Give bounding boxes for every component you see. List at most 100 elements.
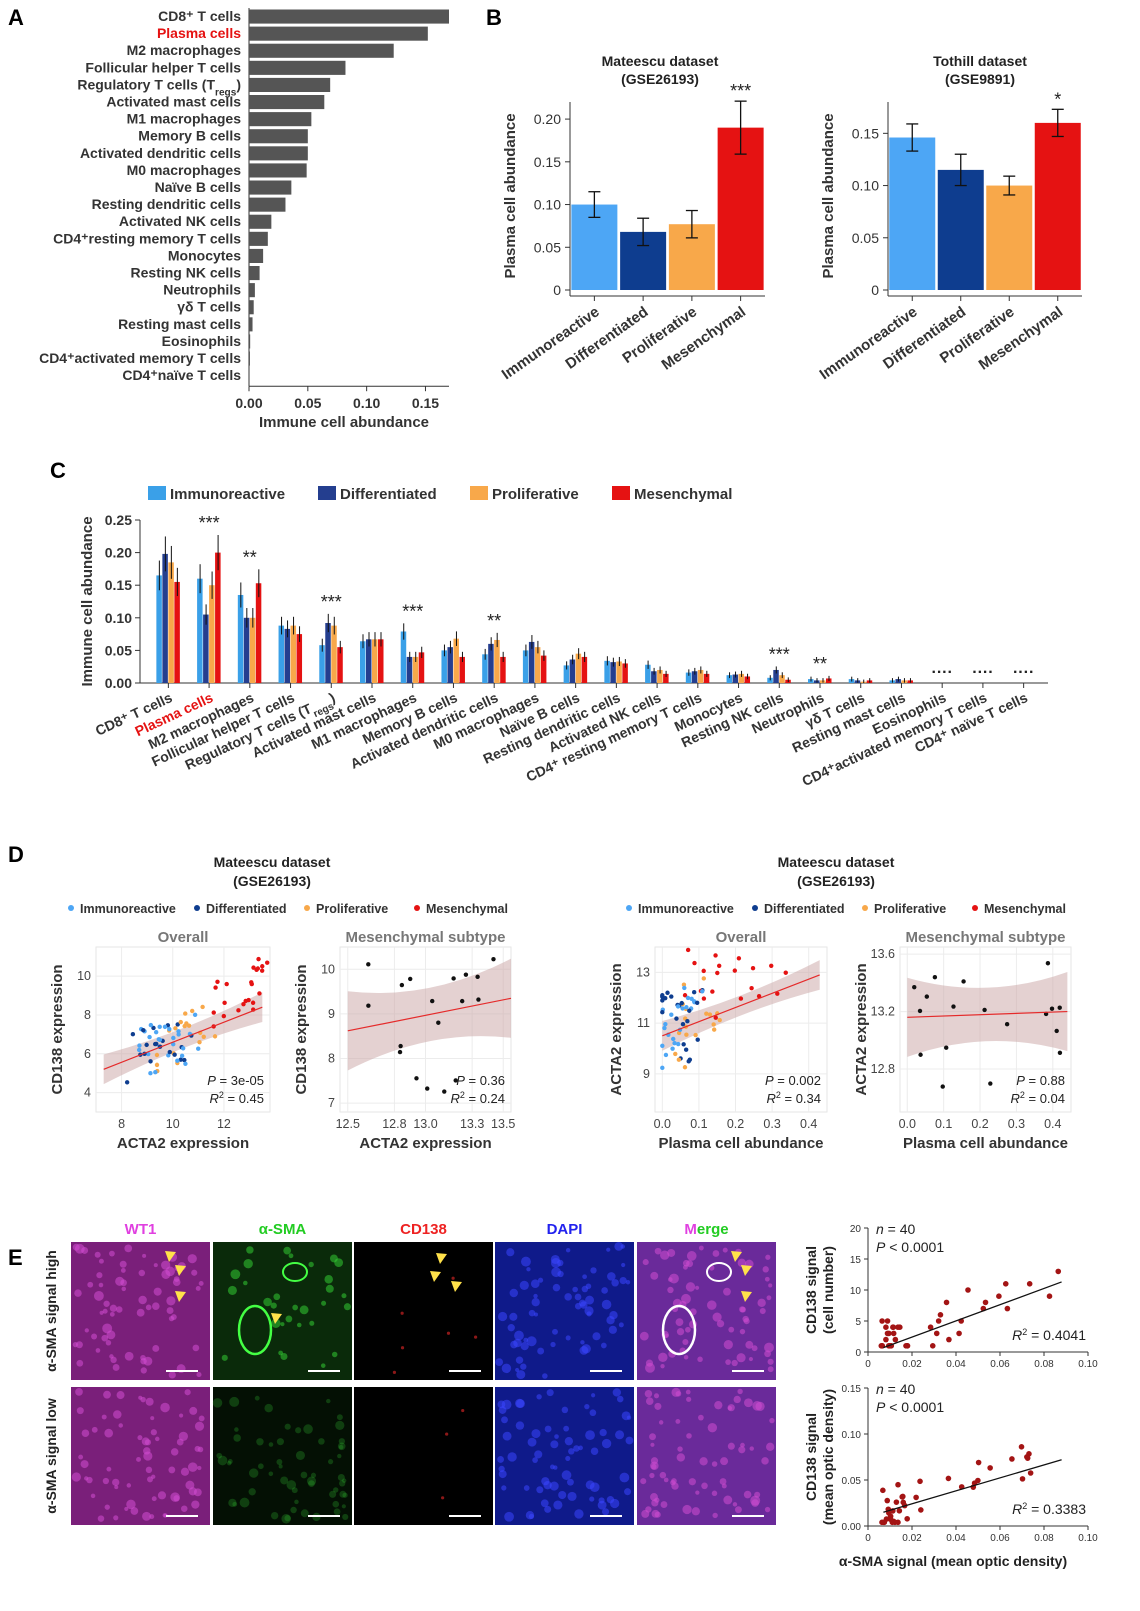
y-tick-label: 8 bbox=[328, 1051, 335, 1065]
cell bbox=[675, 1390, 682, 1397]
y-tick-label: 9 bbox=[643, 1067, 650, 1081]
cell bbox=[739, 1306, 746, 1313]
scatter-point bbox=[932, 975, 938, 980]
cell bbox=[707, 1422, 718, 1433]
significance-mark: *** bbox=[321, 592, 342, 612]
scatter-point bbox=[180, 1046, 186, 1051]
cell bbox=[649, 1472, 655, 1479]
cell bbox=[140, 1354, 146, 1361]
cell bbox=[273, 1293, 281, 1301]
cell bbox=[536, 1486, 544, 1494]
bar bbox=[657, 669, 663, 683]
bar bbox=[494, 639, 500, 683]
bar-category-label: M0 macrophages bbox=[127, 162, 242, 178]
cell bbox=[625, 1436, 634, 1445]
x-tick-label: 0.08 bbox=[1034, 1533, 1054, 1544]
scatter-point bbox=[684, 1005, 689, 1010]
scatter-point bbox=[669, 1012, 674, 1017]
scatter-point bbox=[178, 1019, 183, 1025]
scatter-point bbox=[171, 1035, 176, 1041]
cell bbox=[574, 1293, 582, 1301]
cell bbox=[333, 1487, 339, 1493]
cell bbox=[501, 1485, 507, 1491]
scatter-point bbox=[1057, 1050, 1063, 1055]
cell bbox=[528, 1309, 536, 1317]
bar bbox=[249, 283, 255, 298]
cell bbox=[714, 1401, 723, 1410]
cell bbox=[572, 1286, 578, 1293]
x-tick-label: 0.02 bbox=[902, 1359, 922, 1370]
scatter-point bbox=[683, 1047, 689, 1052]
scatter-point bbox=[212, 1034, 218, 1039]
scatter-point bbox=[476, 997, 481, 1002]
cell bbox=[341, 1504, 346, 1509]
bar bbox=[325, 623, 331, 683]
scatter-point bbox=[895, 1481, 901, 1488]
y-tick-label: 7 bbox=[328, 1096, 335, 1110]
cell bbox=[119, 1260, 127, 1268]
facet-title: Overall bbox=[158, 929, 209, 946]
cell bbox=[310, 1472, 317, 1478]
scatter-point bbox=[660, 1009, 665, 1015]
panel-letter: E bbox=[8, 1245, 23, 1270]
cell bbox=[93, 1290, 104, 1301]
bar bbox=[441, 650, 447, 683]
cell bbox=[441, 1496, 445, 1500]
cell bbox=[767, 1366, 774, 1373]
legend-label: Proliferative bbox=[316, 902, 388, 916]
cell bbox=[650, 1271, 659, 1280]
cell bbox=[72, 1243, 80, 1251]
legend-label: Differentiated bbox=[340, 486, 437, 503]
scatter-point bbox=[937, 1312, 944, 1318]
cell bbox=[149, 1514, 155, 1520]
cell bbox=[683, 1354, 689, 1360]
cell bbox=[216, 1452, 223, 1459]
cell bbox=[318, 1438, 325, 1445]
cell bbox=[80, 1460, 89, 1469]
cell bbox=[112, 1478, 120, 1487]
bar bbox=[697, 669, 704, 683]
y-tick-label: 0.15 bbox=[852, 125, 879, 141]
cell bbox=[116, 1391, 125, 1400]
x-tick-label: 0.1 bbox=[935, 1117, 952, 1131]
bar bbox=[732, 674, 739, 683]
cell bbox=[698, 1245, 704, 1251]
cell bbox=[184, 1389, 191, 1396]
cell bbox=[751, 1345, 758, 1352]
cell bbox=[270, 1511, 279, 1520]
cell bbox=[249, 1468, 259, 1478]
cell bbox=[337, 1474, 345, 1482]
scatter-point bbox=[463, 972, 469, 977]
bar bbox=[418, 652, 425, 683]
scatter-point bbox=[1026, 1281, 1033, 1287]
scatter-point bbox=[425, 1086, 430, 1091]
scatter-point bbox=[685, 947, 691, 953]
cell bbox=[550, 1254, 560, 1265]
scatter-point bbox=[896, 1507, 903, 1514]
bar-category-label: CD4⁺activated memory T cells bbox=[39, 350, 241, 366]
cell bbox=[160, 1402, 170, 1413]
cell bbox=[151, 1496, 157, 1502]
cell bbox=[74, 1289, 82, 1297]
cell bbox=[727, 1442, 735, 1450]
cell bbox=[308, 1480, 315, 1487]
bar bbox=[249, 60, 346, 75]
micrograph bbox=[637, 1242, 776, 1380]
cell bbox=[332, 1500, 340, 1508]
cell bbox=[101, 1414, 107, 1420]
cell bbox=[686, 1251, 697, 1261]
scatter-point bbox=[1018, 1444, 1025, 1450]
cell bbox=[281, 1514, 291, 1524]
cell bbox=[734, 1506, 742, 1514]
y-axis-label: Plasma cell abundance bbox=[502, 113, 519, 278]
scatter-point bbox=[167, 1049, 172, 1055]
x-tick-label: 0 bbox=[865, 1359, 871, 1370]
bar bbox=[540, 655, 547, 683]
scatter-point bbox=[775, 991, 780, 996]
scatter-point bbox=[675, 1004, 681, 1009]
cell bbox=[533, 1293, 538, 1299]
cell bbox=[498, 1470, 507, 1479]
scatter-point bbox=[175, 1022, 180, 1027]
bar-category-label: Follicular helper T cells bbox=[85, 59, 241, 75]
micrograph bbox=[495, 1242, 634, 1380]
